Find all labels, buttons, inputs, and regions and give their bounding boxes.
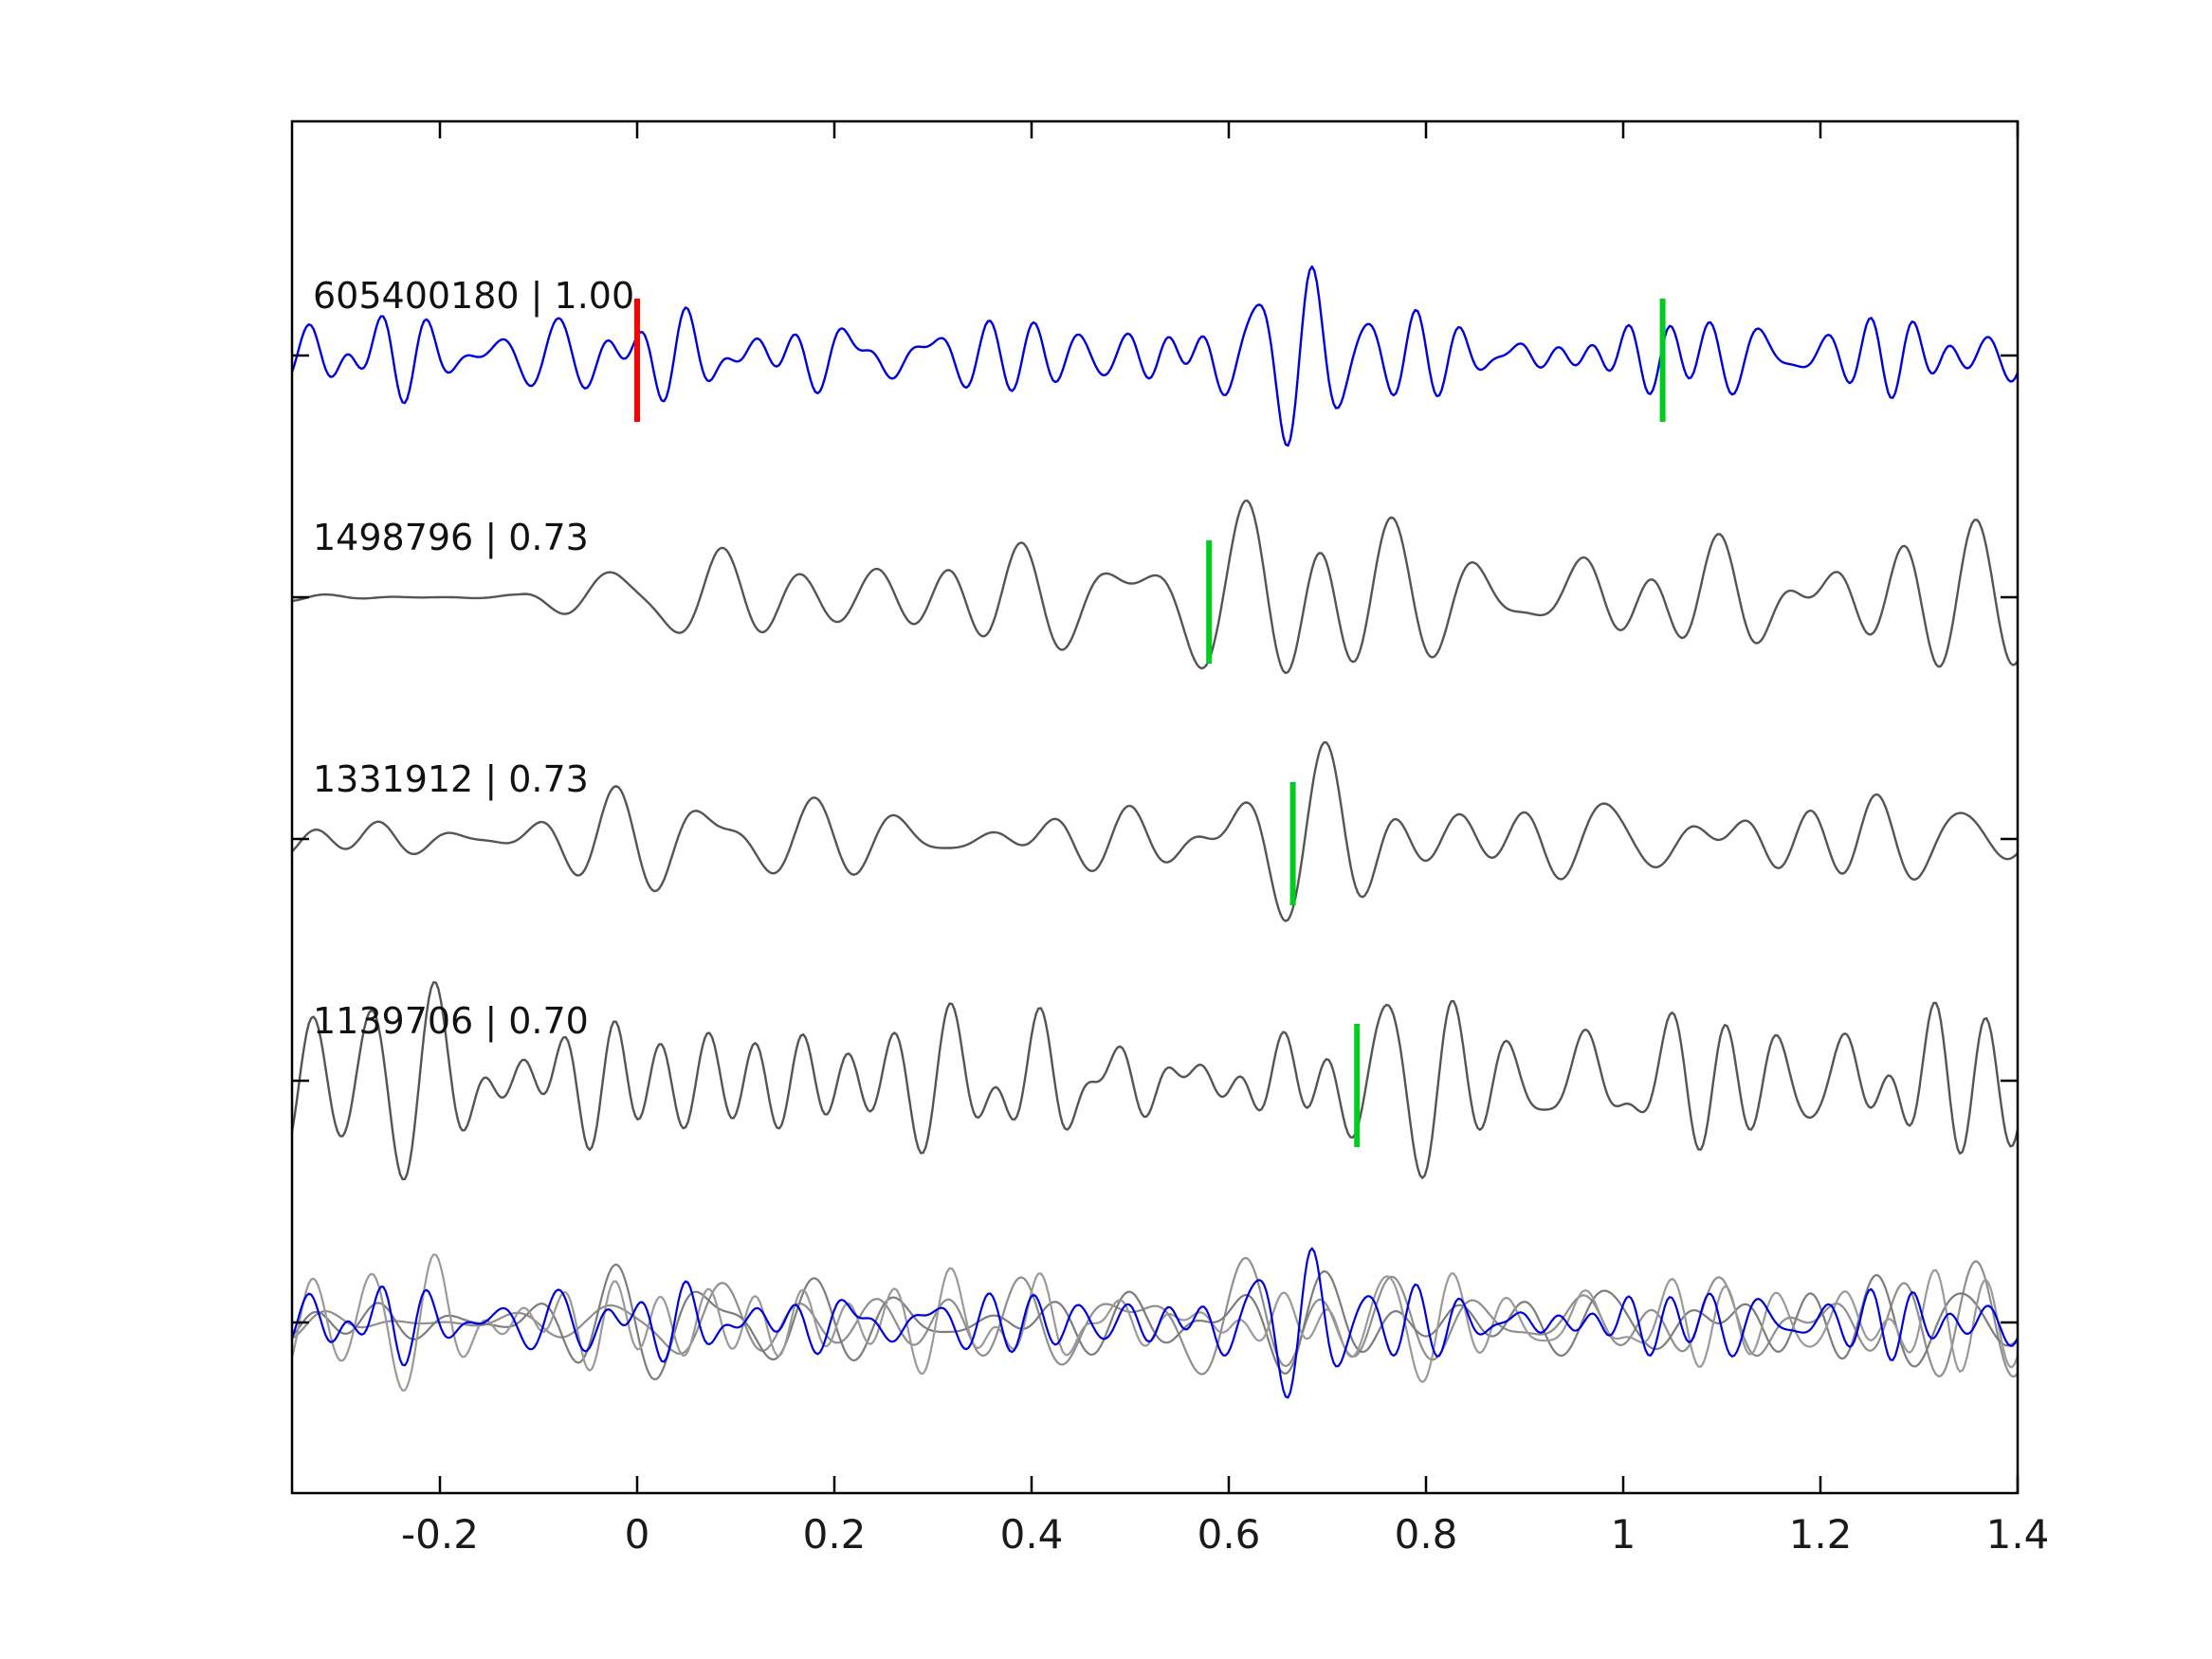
trace-1139706 (292, 980, 2018, 1181)
x-tick-label: 1.4 (1986, 1511, 2050, 1558)
axes-frame (290, 119, 2020, 1495)
overlay-trace-3 (292, 1247, 2018, 1399)
x-tick-label: 0.8 (1395, 1511, 1458, 1558)
x-tick-label: 1 (1611, 1511, 1636, 1558)
x-tick-label: 1.2 (1789, 1511, 1853, 1558)
waveform-group (292, 265, 2018, 1399)
trace-1331912 (292, 740, 2018, 922)
x-tick-label: -0.2 (401, 1511, 479, 1558)
trace-1498796 (292, 499, 2018, 675)
x-tick-label: 0.6 (1197, 1511, 1261, 1558)
trace-label-605400180: 605400180 | 1.00 (313, 275, 634, 318)
x-tick-label: 0.2 (803, 1511, 867, 1558)
trace-605400180 (292, 265, 2018, 447)
trace-label-1498796: 1498796 | 0.73 (313, 517, 589, 559)
x-tick-label: 0 (625, 1511, 650, 1558)
x-tick-label: 0.4 (1000, 1511, 1064, 1558)
trace-label-1139706: 1139706 | 0.70 (313, 1000, 589, 1043)
trace-label-1331912: 1331912 | 0.73 (313, 758, 589, 801)
